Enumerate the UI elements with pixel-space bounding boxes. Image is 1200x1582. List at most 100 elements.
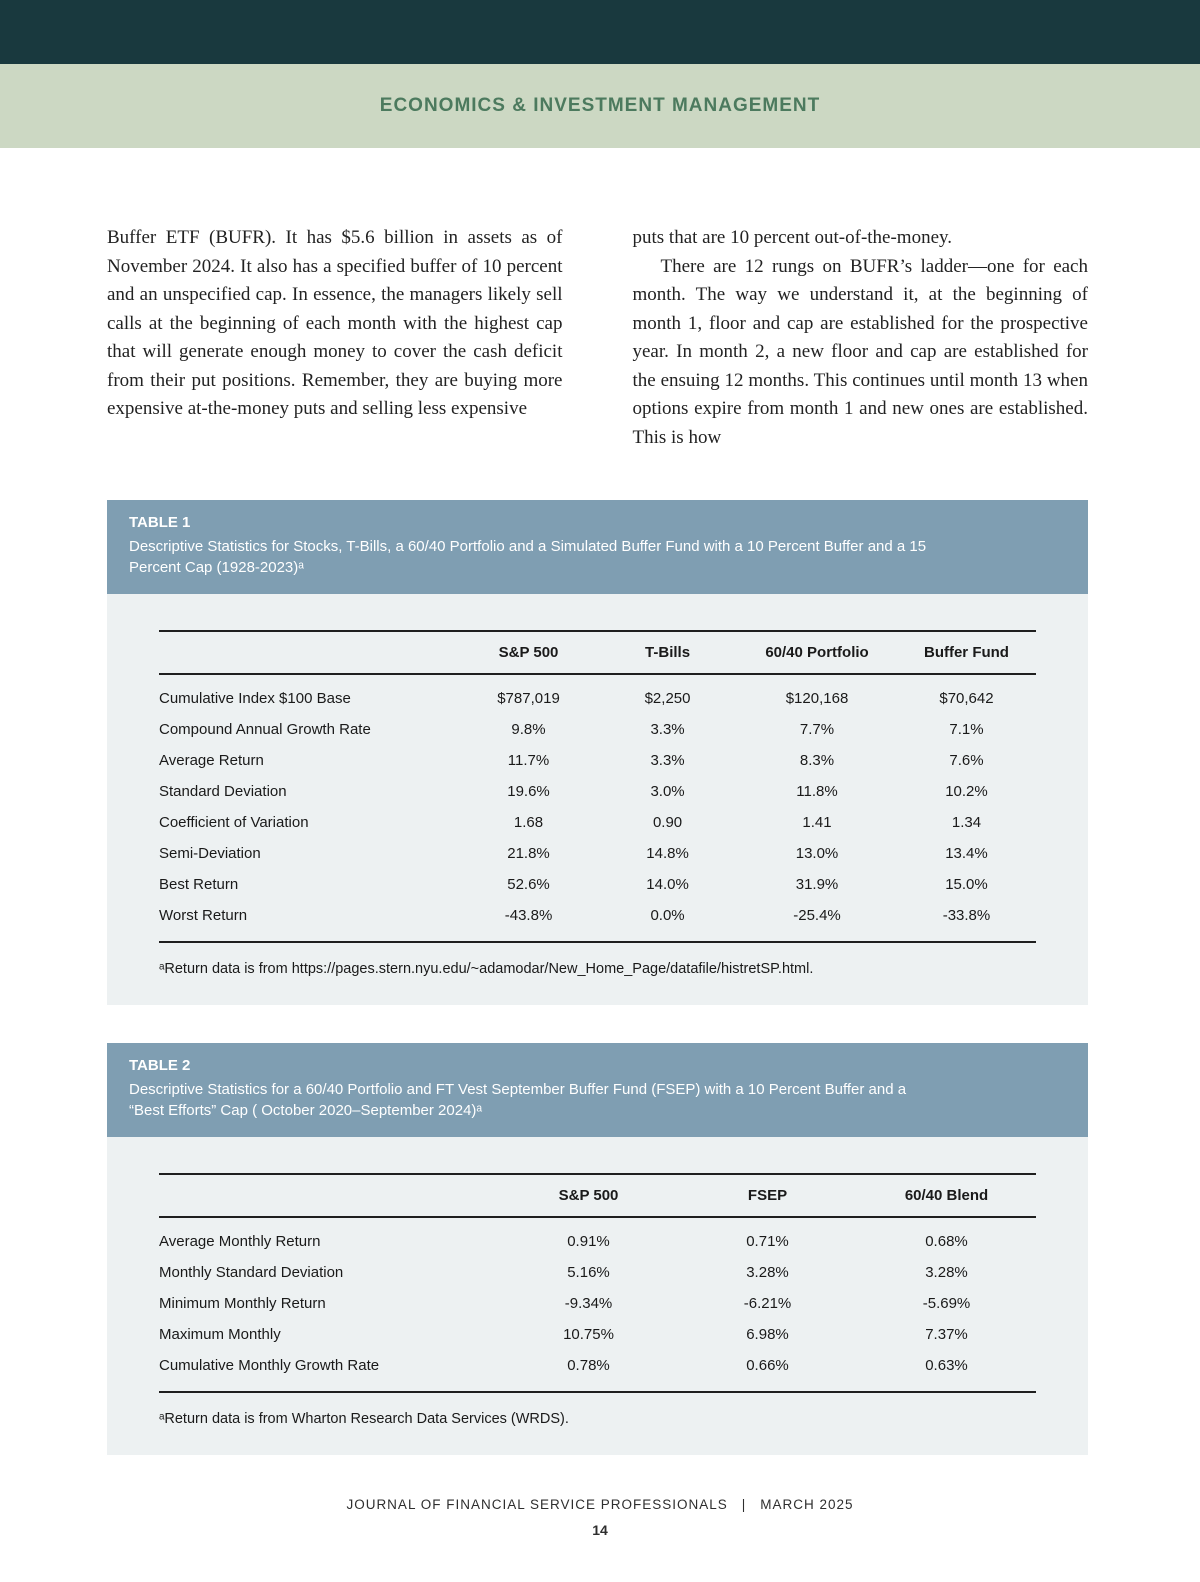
row-label: Standard Deviation bbox=[159, 783, 287, 800]
column-header: FSEP bbox=[747, 1187, 788, 1204]
cell-value: 31.9% bbox=[795, 876, 839, 893]
row-label: Best Return bbox=[159, 876, 239, 893]
paragraph: Buffer ETF (BUFR). It has $5.6 billion i… bbox=[107, 227, 563, 419]
article-right-column: puts that are 10 percent out-of-the-mone… bbox=[633, 224, 1089, 452]
cell-value: 10.75% bbox=[563, 1326, 614, 1343]
cell-value: 13.4% bbox=[945, 845, 988, 862]
row-label: Coefficient of Variation bbox=[159, 814, 309, 831]
category-band: ECONOMICS & INVESTMENT MANAGEMENT bbox=[0, 64, 1200, 148]
table2-block: TABLE 2 Descriptive Statistics for a 60/… bbox=[107, 1043, 1088, 1455]
cell-value: 3.28% bbox=[746, 1264, 789, 1281]
page-number: 14 bbox=[592, 1522, 608, 1538]
table-row: Average Monthly Return 0.91% 0.71% 0.68% bbox=[159, 1226, 1036, 1257]
cell-value: $70,642 bbox=[939, 690, 994, 707]
table1-column-headers: S&P 500 T-Bills 60/40 Portfolio Buffer F… bbox=[159, 630, 1036, 675]
row-label: Semi-Deviation bbox=[159, 845, 261, 862]
footer-line: JOURNAL OF FINANCIAL SERVICE PROFESSIONA… bbox=[0, 1497, 1200, 1512]
row-label: Maximum Monthly bbox=[159, 1326, 281, 1343]
cell-value: 52.6% bbox=[507, 876, 550, 893]
table2-footnote: ᵃReturn data is from Wharton Research Da… bbox=[159, 1411, 569, 1427]
row-label: Compound Annual Growth Rate bbox=[159, 721, 371, 738]
table-row: Maximum Monthly 10.75% 6.98% 7.37% bbox=[159, 1319, 1036, 1350]
cell-value: 15.0% bbox=[945, 876, 988, 893]
top-bar bbox=[0, 0, 1200, 64]
column-header: S&P 500 bbox=[558, 1187, 619, 1204]
table1-body: S&P 500 T-Bills 60/40 Portfolio Buffer F… bbox=[107, 594, 1088, 1005]
table-row: Worst Return -43.8% 0.0% -25.4% -33.8% bbox=[159, 900, 1036, 931]
cell-value: $2,250 bbox=[644, 690, 691, 707]
footer-separator: | bbox=[741, 1497, 747, 1512]
table-row: Average Return 11.7% 3.3% 8.3% 7.6% bbox=[159, 745, 1036, 776]
cell-value: 0.78% bbox=[567, 1357, 610, 1374]
table-row: Semi-Deviation 21.8% 14.8% 13.0% 13.4% bbox=[159, 838, 1036, 869]
table-row: Compound Annual Growth Rate 9.8% 3.3% 7.… bbox=[159, 714, 1036, 745]
table2-caption: Descriptive Statistics for a 60/40 Portf… bbox=[129, 1081, 907, 1119]
cell-value: -6.21% bbox=[743, 1295, 792, 1312]
cell-value: -5.69% bbox=[922, 1295, 971, 1312]
column-header: S&P 500 bbox=[498, 644, 559, 661]
cell-value: 13.0% bbox=[795, 845, 839, 862]
table1-footnote: ᵃReturn data is from https://pages.stern… bbox=[159, 961, 814, 977]
table-row: Cumulative Monthly Growth Rate 0.78% 0.6… bbox=[159, 1350, 1036, 1381]
cell-value: 0.91% bbox=[567, 1233, 610, 1250]
row-label: Worst Return bbox=[159, 907, 248, 924]
table-row: Minimum Monthly Return -9.34% -6.21% -5.… bbox=[159, 1288, 1036, 1319]
column-header-blank bbox=[159, 1187, 499, 1204]
column-header-blank bbox=[159, 644, 459, 661]
table-row: Coefficient of Variation 1.68 0.90 1.41 … bbox=[159, 807, 1036, 838]
cell-value: 0.0% bbox=[650, 907, 685, 924]
cell-value: 3.3% bbox=[650, 721, 685, 738]
cell-value: -33.8% bbox=[942, 907, 991, 924]
table2-label: TABLE 2 bbox=[129, 1057, 191, 1074]
table1-caption: Descriptive Statistics for Stocks, T-Bil… bbox=[129, 538, 927, 576]
column-header: Buffer Fund bbox=[923, 644, 1009, 661]
cell-value: 19.6% bbox=[507, 783, 550, 800]
table1-rows: Cumulative Index $100 Base $787,019 $2,2… bbox=[159, 675, 1036, 943]
cell-value: 0.66% bbox=[746, 1357, 789, 1374]
row-label: Average Monthly Return bbox=[159, 1233, 321, 1250]
table-row: Standard Deviation 19.6% 3.0% 11.8% 10.2… bbox=[159, 776, 1036, 807]
issue-date: MARCH 2025 bbox=[760, 1497, 854, 1512]
row-label: Cumulative Index $100 Base bbox=[159, 690, 351, 707]
table2: S&P 500 FSEP 60/40 Blend Average Monthly… bbox=[159, 1173, 1036, 1393]
cell-value: 0.68% bbox=[925, 1233, 968, 1250]
table2-body: S&P 500 FSEP 60/40 Blend Average Monthly… bbox=[107, 1137, 1088, 1455]
category-title: ECONOMICS & INVESTMENT MANAGEMENT bbox=[379, 95, 821, 116]
cell-value: 3.3% bbox=[650, 752, 685, 769]
table1-header-band: TABLE 1 Descriptive Statistics for Stock… bbox=[107, 500, 1088, 594]
cell-value: 21.8% bbox=[507, 845, 550, 862]
article-body: Buffer ETF (BUFR). It has $5.6 billion i… bbox=[107, 224, 1088, 452]
column-header: 60/40 Blend bbox=[904, 1187, 989, 1204]
cell-value: 1.68 bbox=[513, 814, 544, 831]
cell-value: 14.0% bbox=[646, 876, 689, 893]
journal-name: JOURNAL OF FINANCIAL SERVICE PROFESSIONA… bbox=[346, 1497, 728, 1512]
cell-value: 6.98% bbox=[746, 1326, 789, 1343]
row-label: Monthly Standard Deviation bbox=[159, 1264, 344, 1281]
table-row: Monthly Standard Deviation 5.16% 3.28% 3… bbox=[159, 1257, 1036, 1288]
cell-value: -43.8% bbox=[504, 907, 553, 924]
column-header: 60/40 Portfolio bbox=[765, 644, 869, 661]
cell-value: 8.3% bbox=[799, 752, 835, 769]
row-label: Average Return bbox=[159, 752, 264, 769]
table2-rows: Average Monthly Return 0.91% 0.71% 0.68%… bbox=[159, 1218, 1036, 1393]
table1-label: TABLE 1 bbox=[129, 514, 191, 531]
row-label: Minimum Monthly Return bbox=[159, 1295, 326, 1312]
paragraph: There are 12 rungs on BUFR’s ladder—one … bbox=[632, 255, 1089, 448]
cell-value: 11.8% bbox=[796, 783, 838, 800]
cell-value: 7.37% bbox=[925, 1326, 968, 1343]
cell-value: 10.2% bbox=[945, 783, 988, 800]
cell-value: 11.7% bbox=[507, 752, 550, 769]
cell-value: $787,019 bbox=[497, 690, 560, 707]
row-label: Cumulative Monthly Growth Rate bbox=[159, 1357, 380, 1374]
cell-value: 5.16% bbox=[567, 1264, 610, 1281]
cell-value: -25.4% bbox=[793, 907, 841, 924]
cell-value: -9.34% bbox=[564, 1295, 613, 1312]
cell-value: 7.7% bbox=[799, 721, 835, 738]
page-footer: JOURNAL OF FINANCIAL SERVICE PROFESSIONA… bbox=[0, 1497, 1200, 1538]
table2-column-headers: S&P 500 FSEP 60/40 Blend bbox=[159, 1173, 1036, 1218]
cell-value: 0.63% bbox=[925, 1357, 968, 1374]
cell-value: 7.6% bbox=[949, 752, 984, 769]
table-row: Best Return 52.6% 14.0% 31.9% 15.0% bbox=[159, 869, 1036, 900]
paragraph: puts that are 10 percent out-of-the-mone… bbox=[632, 227, 953, 248]
